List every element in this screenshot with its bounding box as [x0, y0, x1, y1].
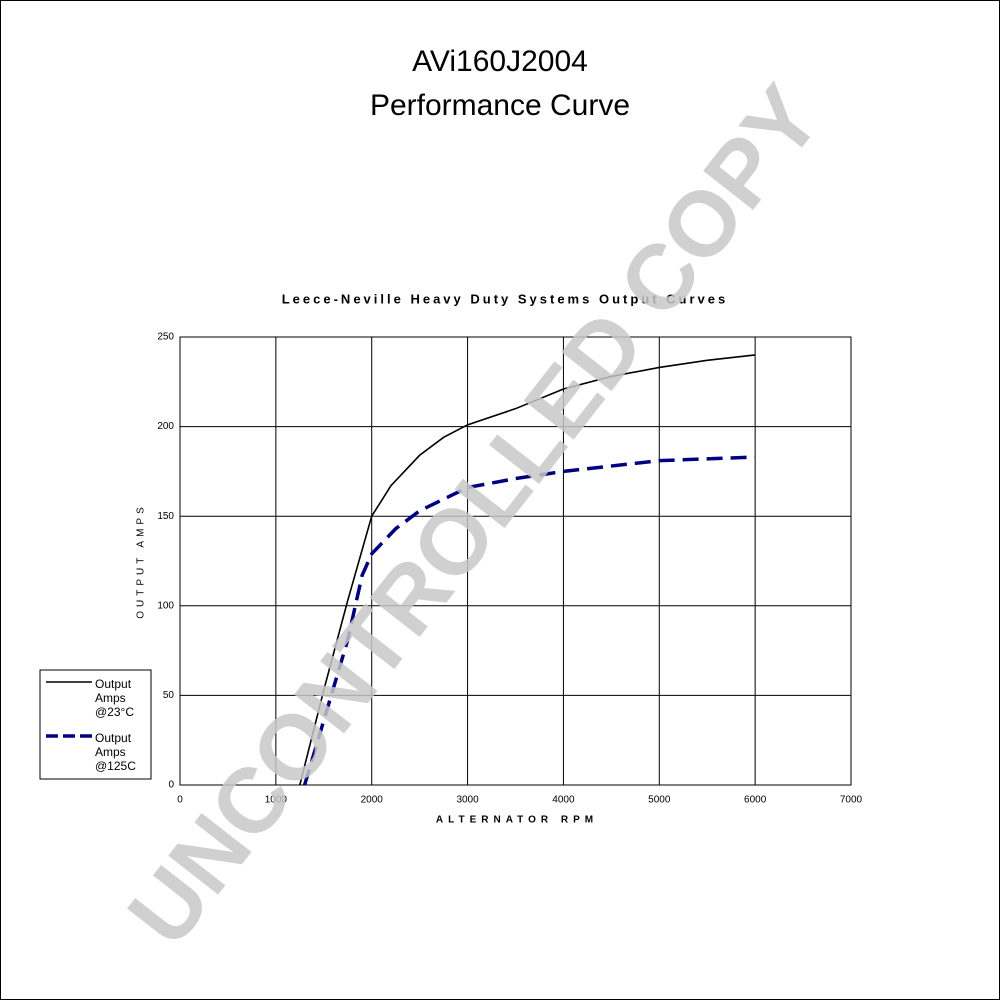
plot-border	[179, 336, 852, 786]
x-tick-label: 4000	[552, 795, 575, 806]
y-tick-label: 150	[157, 511, 174, 522]
y-tick-label: 250	[157, 332, 174, 343]
x-tick-label: 2000	[361, 795, 384, 806]
x-tick-label: 5000	[648, 795, 671, 806]
x-tick-label: 0	[177, 795, 183, 806]
line-series	[302, 455, 756, 786]
title: AVi160J2004	[412, 45, 588, 78]
legend-label: Output Amps @23°C	[95, 677, 134, 719]
chart-title: Leece-Neville Heavy Duty Systems Output …	[282, 291, 729, 306]
x-tick-label: 7000	[840, 795, 863, 806]
y-tick-label: 100	[157, 600, 174, 611]
legend-label: Output Amps @125C	[95, 731, 136, 773]
y-tick-label: 200	[157, 421, 174, 432]
x-tick-label: 3000	[456, 795, 479, 806]
x-axis-label: ALTERNATOR RPM	[436, 815, 598, 826]
y-tick-label: 50	[163, 690, 175, 701]
y-axis-label: OUTPUT AMPS	[136, 503, 147, 619]
line-series	[299, 354, 756, 786]
legend-box	[39, 669, 152, 780]
y-tick-label: 0	[168, 780, 174, 791]
subtitle: Performance Curve	[370, 89, 630, 122]
x-tick-label: 6000	[744, 795, 767, 806]
x-tick-label: 1000	[265, 795, 288, 806]
